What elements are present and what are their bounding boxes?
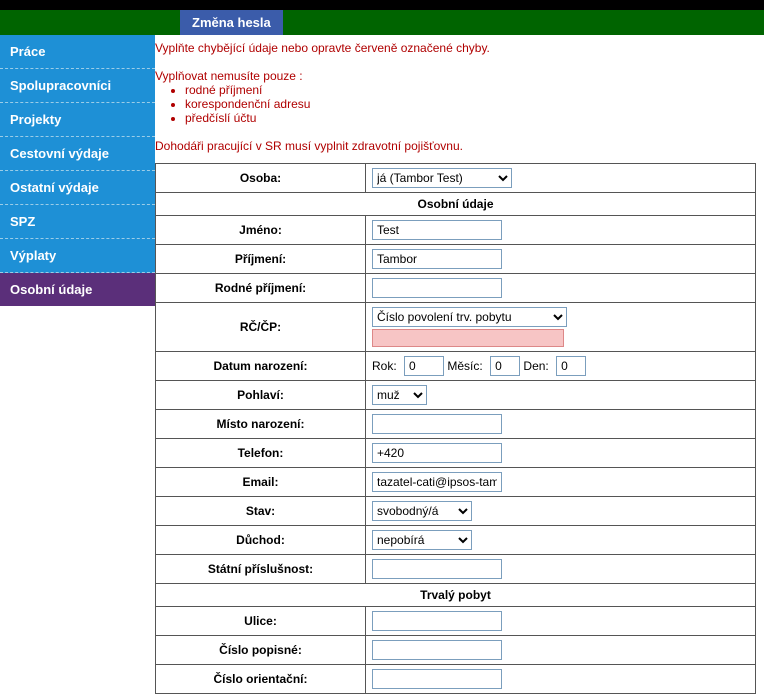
jmeno-input[interactable]: [372, 220, 502, 240]
rodne-prijmeni-input[interactable]: [372, 278, 502, 298]
sidebar: Práce Spolupracovníci Projekty Cestovní …: [0, 35, 155, 694]
sidebar-item-label: Práce: [10, 44, 45, 59]
rccp-select[interactable]: Číslo povolení trv. pobytu: [372, 307, 567, 327]
osoba-label: Osoba:: [156, 164, 366, 193]
email-label: Email:: [156, 468, 366, 497]
telefon-label: Telefon:: [156, 439, 366, 468]
statni-label: Státní příslušnost:: [156, 555, 366, 584]
ulice-input[interactable]: [372, 611, 502, 631]
stav-label: Stav:: [156, 497, 366, 526]
duchod-select[interactable]: nepobírá: [372, 530, 472, 550]
sidebar-item-vyplaty[interactable]: Výplaty: [0, 239, 155, 273]
den-input[interactable]: [556, 356, 586, 376]
section-trvaly-pobyt: Trvalý pobyt: [156, 584, 756, 607]
sidebar-item-label: Cestovní výdaje: [10, 146, 109, 161]
co-label: Číslo orientační:: [156, 665, 366, 694]
msg-bullet: rodné příjmení: [185, 83, 756, 97]
sidebar-item-spz[interactable]: SPZ: [0, 205, 155, 239]
datum-label: Datum narození:: [156, 352, 366, 381]
sidebar-item-projekty[interactable]: Projekty: [0, 103, 155, 137]
rccp-error-field[interactable]: [372, 329, 564, 347]
error-message: Vyplňte chybějící údaje nebo opravte čer…: [155, 41, 756, 153]
stav-select[interactable]: svobodný/á: [372, 501, 472, 521]
duchod-label: Důchod:: [156, 526, 366, 555]
sidebar-item-cestovni-vydaje[interactable]: Cestovní výdaje: [0, 137, 155, 171]
sidebar-item-label: Ostatní výdaje: [10, 180, 99, 195]
section-osobni-udaje: Osobní údaje: [156, 193, 756, 216]
main-content: Vyplňte chybějící údaje nebo opravte čer…: [155, 35, 764, 694]
sidebar-item-label: SPZ: [10, 214, 35, 229]
msg-bullet: korespondenční adresu: [185, 97, 756, 111]
msg-bullet: předčíslí účtu: [185, 111, 756, 125]
misto-label: Místo narození:: [156, 410, 366, 439]
jmeno-label: Jméno:: [156, 216, 366, 245]
prijmeni-label: Příjmení:: [156, 245, 366, 274]
statni-input[interactable]: [372, 559, 502, 579]
msg-line1: Vyplňte chybějící údaje nebo opravte čer…: [155, 41, 756, 55]
rok-input[interactable]: [404, 356, 444, 376]
pohlavi-label: Pohlaví:: [156, 381, 366, 410]
telefon-input[interactable]: [372, 443, 502, 463]
sidebar-item-prace[interactable]: Práce: [0, 35, 155, 69]
prijmeni-input[interactable]: [372, 249, 502, 269]
sidebar-item-label: Osobní údaje: [10, 282, 92, 297]
mesic-input[interactable]: [490, 356, 520, 376]
osoba-select[interactable]: já (Tambor Test): [372, 168, 512, 188]
ulice-label: Ulice:: [156, 607, 366, 636]
msg-line3: Dohodáři pracující v SR musí vyplnit zdr…: [155, 139, 756, 153]
mesic-label: Měsíc:: [447, 359, 486, 373]
cp-label: Číslo popisné:: [156, 636, 366, 665]
rodne-prijmeni-label: Rodné příjmení:: [156, 274, 366, 303]
cp-input[interactable]: [372, 640, 502, 660]
misto-input[interactable]: [372, 414, 502, 434]
co-input[interactable]: [372, 669, 502, 689]
pohlavi-select[interactable]: muž: [372, 385, 427, 405]
den-label: Den:: [523, 359, 552, 373]
top-black-bar: [0, 0, 764, 10]
page-tab: Změna hesla: [180, 10, 283, 35]
msg-line2: Vyplňovat nemusíte pouze :: [155, 69, 756, 83]
email-input[interactable]: [372, 472, 502, 492]
sidebar-item-spolupracovnici[interactable]: Spolupracovníci: [0, 69, 155, 103]
rok-label: Rok:: [372, 359, 401, 373]
sidebar-item-label: Projekty: [10, 112, 61, 127]
header-banner: Změna hesla: [0, 10, 764, 35]
sidebar-item-osobni-udaje[interactable]: Osobní údaje: [0, 273, 155, 306]
sidebar-item-label: Výplaty: [10, 248, 56, 263]
sidebar-item-ostatni-vydaje[interactable]: Ostatní výdaje: [0, 171, 155, 205]
form-table: Osoba: já (Tambor Test) Osobní údaje Jmé…: [155, 163, 756, 694]
rccp-label: RČ/ČP:: [156, 303, 366, 352]
sidebar-item-label: Spolupracovníci: [10, 78, 111, 93]
